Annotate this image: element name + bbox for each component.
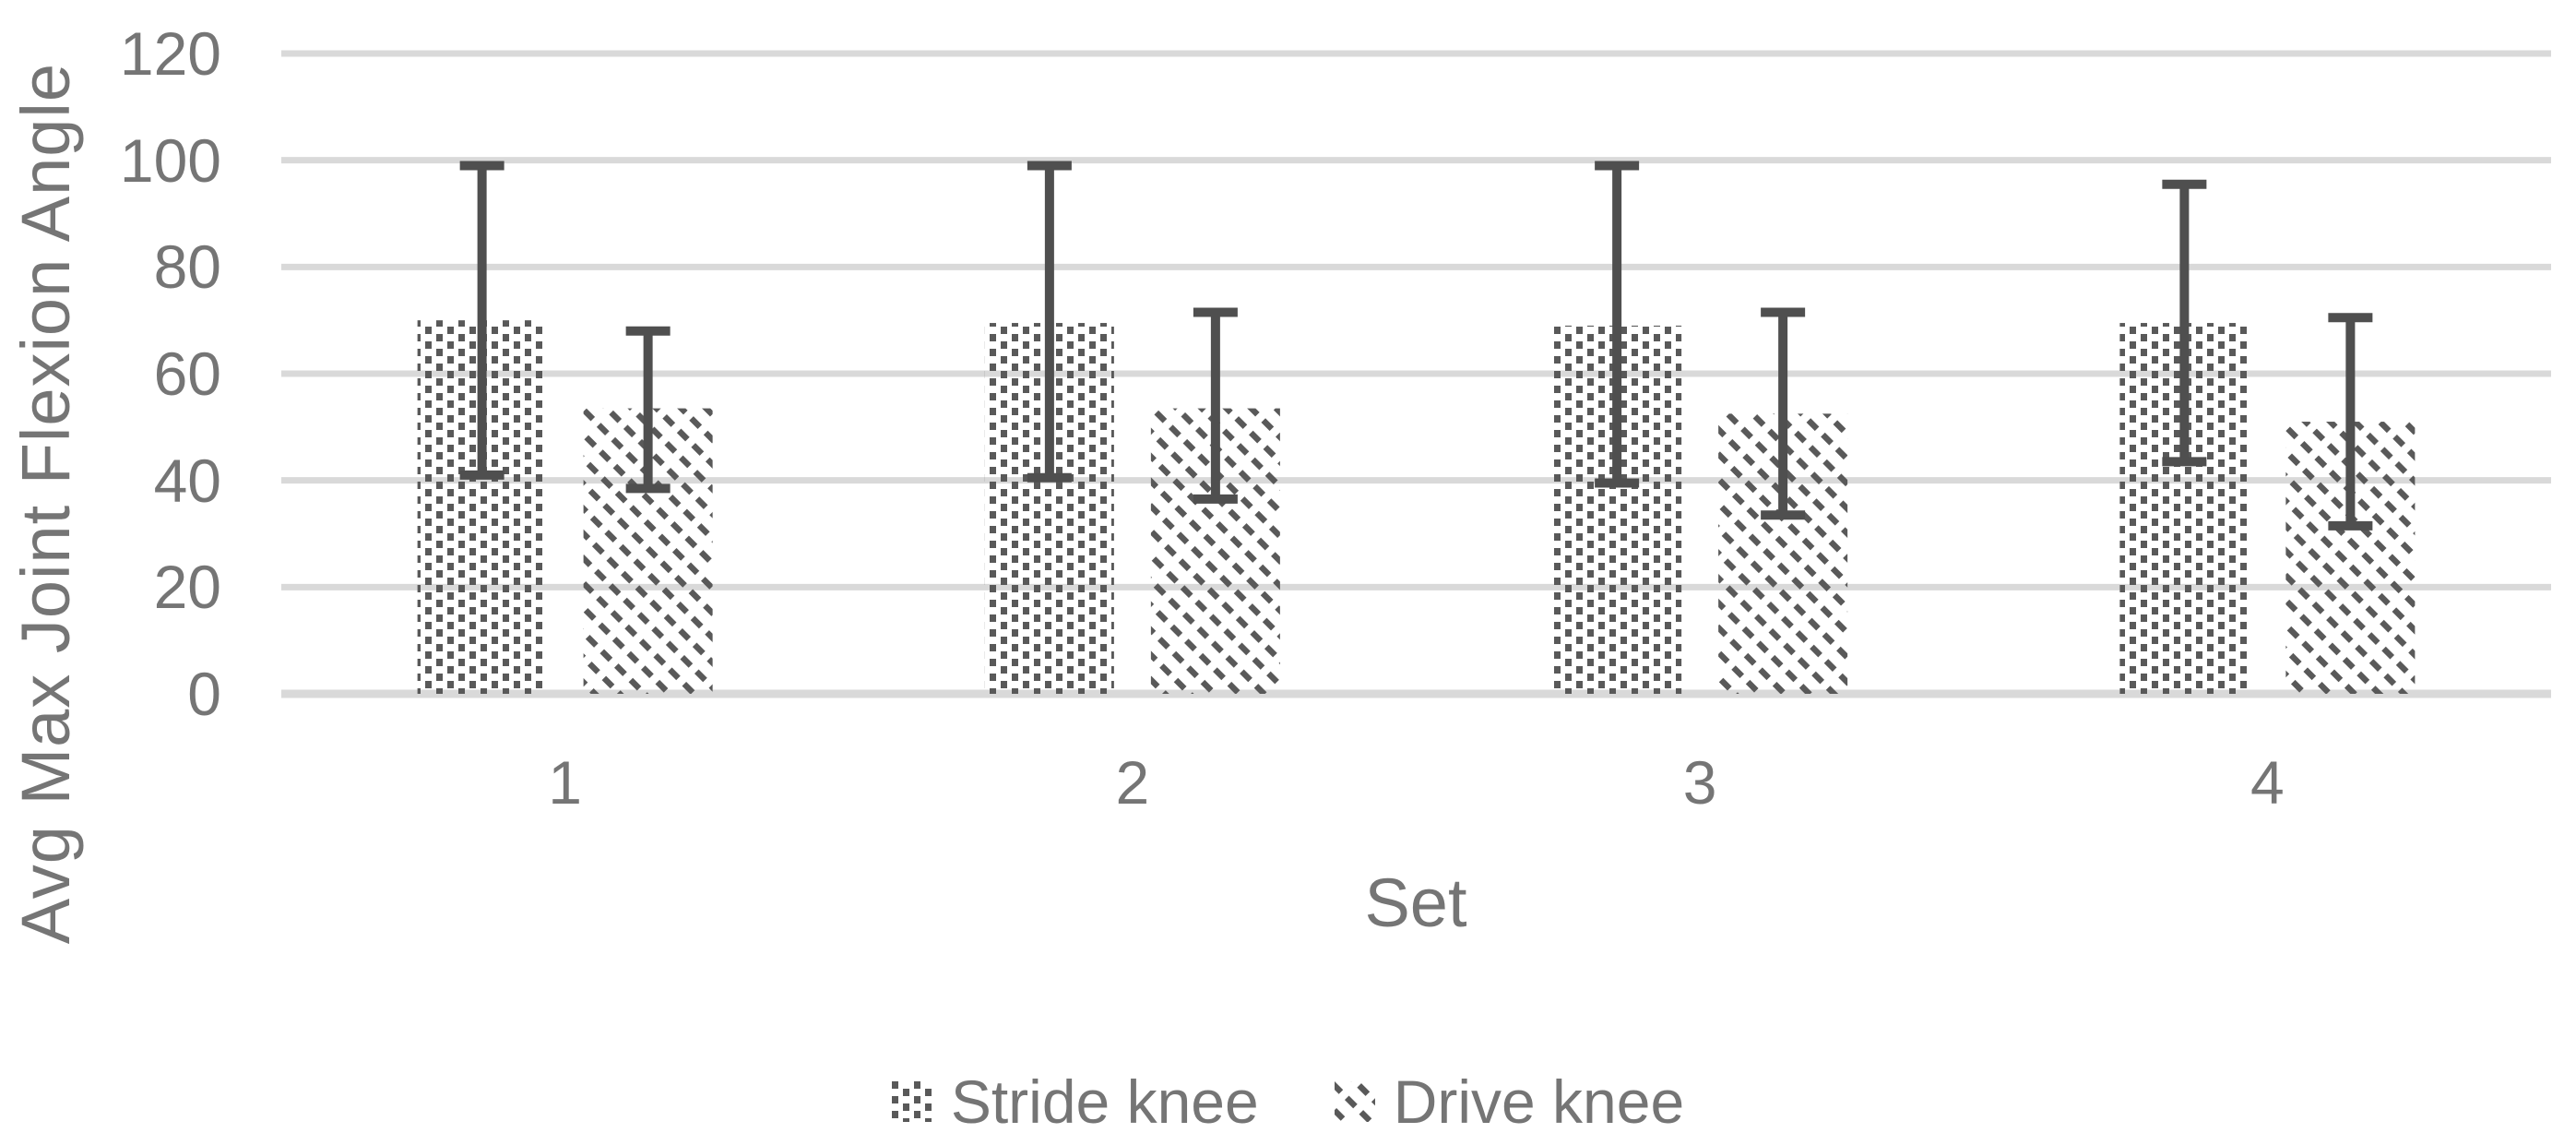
plot-canvas [281, 50, 2551, 698]
error-bar-stride-knee-set-4 [2162, 179, 2207, 467]
plot-area [281, 50, 2551, 703]
legend-label: Stride knee [950, 1067, 1259, 1136]
legend-label: Drive knee [1393, 1067, 1685, 1136]
error-bar-drive-knee-set-2 [1193, 307, 1238, 504]
legend-item-stride-knee: Stride knee [891, 1067, 1259, 1137]
error-bar-drive-knee-set-4 [2328, 313, 2373, 531]
x-axis-title-text: Set [1364, 865, 1467, 941]
error-bar-drive-knee-set-3 [1761, 307, 1806, 520]
y-tick-label-60: 60 [153, 340, 221, 408]
y-tick-label-80: 80 [153, 233, 221, 302]
x-tick-label-1: 1 [548, 748, 582, 817]
error-bar-stride-knee-set-2 [1027, 161, 1072, 483]
legend-swatch-dotted-grid-icon [891, 1081, 932, 1122]
x-tick-label-2: 2 [1115, 748, 1150, 817]
y-tick-label-120: 120 [119, 19, 221, 88]
x-axis-title: Set [1139, 864, 1692, 942]
error-bar-drive-knee-set-1 [625, 326, 671, 494]
error-bar-stride-knee-set-1 [459, 161, 505, 480]
bars [417, 320, 2416, 694]
y-tick-label-20: 20 [153, 553, 221, 622]
y-tick-label-100: 100 [119, 125, 221, 195]
y-tick-label-40: 40 [153, 446, 221, 515]
y-tick-label-0: 0 [187, 660, 221, 728]
error-bar-stride-knee-set-3 [1595, 161, 1640, 488]
x-tick-label-4: 4 [2250, 748, 2285, 817]
x-tick-label-3: 3 [1682, 748, 1717, 817]
error-bars [459, 161, 2373, 531]
legend-swatch-diagonal-hatch-icon [1334, 1081, 1375, 1122]
legend-item-drive-knee: Drive knee [1334, 1067, 1685, 1137]
legend: Stride knee Drive knee [0, 1059, 2576, 1144]
